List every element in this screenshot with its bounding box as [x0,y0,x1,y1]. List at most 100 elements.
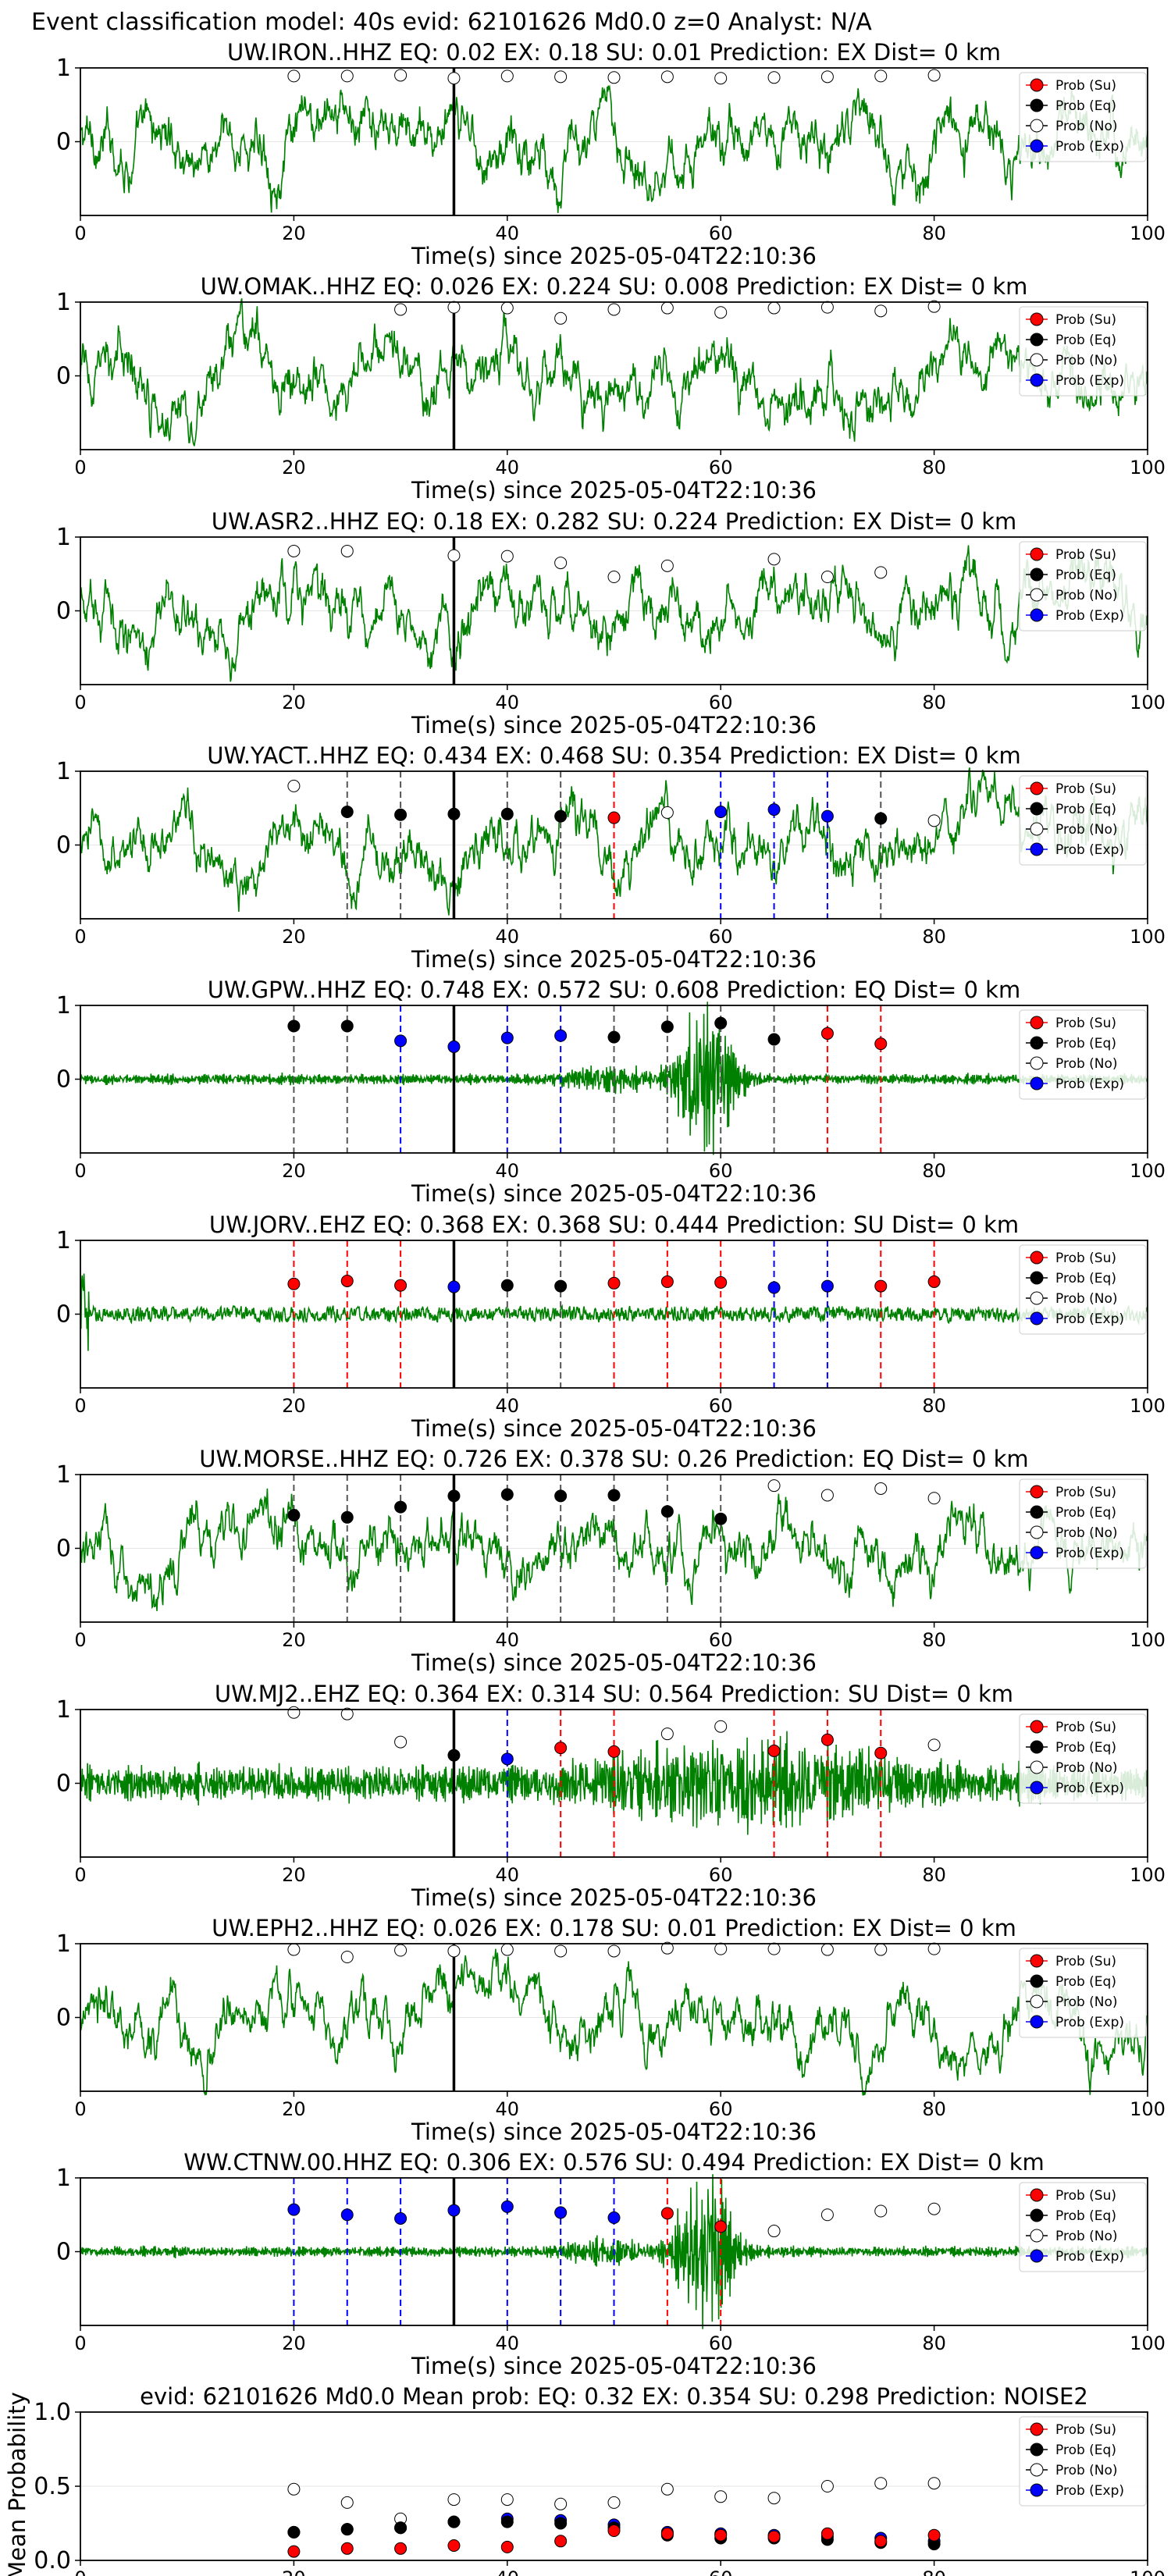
prob-point-no [607,571,621,584]
prob-point-su [820,1026,834,1040]
xtick-label: 60 [709,692,733,713]
prob-point-no [607,303,621,316]
prob-point-exp [287,2203,301,2216]
xtick-label: 0 [74,1864,86,1886]
ytick-label: 0.0 [34,2547,71,2574]
xtick-label: 100 [1130,1629,1166,1651]
legend-marker [1030,568,1044,582]
xtick-label: 40 [496,2098,520,2120]
panel-7: UW.MORSE..HHZ EQ: 0.726 EX: 0.378 SU: 0.… [56,1446,1166,1676]
prob-point-no [927,2202,941,2215]
prob-point-no [820,1943,834,1956]
prob-point-no [767,1479,781,1493]
prob-point-eq [714,1512,728,1525]
legend-box [1019,1713,1147,1804]
waveform-trace [80,2174,1148,2329]
panel-title: evid: 62101626 Md0.0 Mean prob: EQ: 0.32… [140,2383,1088,2410]
xtick-label: 0 [74,692,86,713]
xtick-label: 20 [282,2098,306,2120]
prob-point-su [394,1279,408,1292]
legend-label: Prob (Su) [1055,312,1116,328]
prob-point-no [767,71,781,84]
xtick-label: 0 [74,2098,86,2120]
prob-point-no [927,1492,941,1505]
prob-point-no [447,1944,461,1958]
mean-point-su [607,2524,621,2537]
xtick-label: 60 [709,1160,733,1182]
prob-point-no [340,1707,354,1720]
prob-point-su [340,1274,354,1287]
prob-point-no [660,1727,674,1741]
xtick-label: 60 [709,1864,733,1886]
prob-point-exp [500,1031,514,1044]
prob-point-su [607,1276,621,1290]
prob-point-no [287,69,301,83]
prob-point-eq [607,1030,621,1044]
legend-marker [1030,1505,1044,1519]
legend-marker [1030,353,1044,367]
ytick-label: 0 [56,1301,71,1329]
prob-point-eq [394,808,408,821]
prob-point-no [767,301,781,315]
mean-point-no [287,2482,301,2496]
legend-marker [1030,1720,1044,1734]
xtick-label: 40 [496,2332,520,2354]
legend-label: Prob (Eq) [1055,2443,1116,2458]
prob-point-eq [660,1505,674,1518]
prob-point-no [714,72,728,85]
prob-point-exp [767,1281,781,1294]
prob-point-exp [447,2204,461,2217]
prob-point-no [447,72,461,85]
prob-point-no [394,69,408,82]
prob-point-eq [767,1033,781,1046]
xtick-label: 60 [709,1629,733,1651]
ytick-label: 1 [56,1461,71,1489]
plot-frame [80,67,1148,216]
legend-marker [1030,2188,1044,2202]
panel-title: UW.OMAK..HHZ EQ: 0.026 EX: 0.224 SU: 0.0… [201,273,1028,300]
prob-point-eq [287,1019,301,1033]
prob-point-no [767,1942,781,1955]
panel-title: UW.GPW..HHZ EQ: 0.748 EX: 0.572 SU: 0.60… [208,977,1020,1003]
legend-marker [1030,2249,1044,2263]
mean-point-eq [394,2521,408,2535]
prob-point-eq [500,807,514,820]
panel-5: UW.GPW..HHZ EQ: 0.748 EX: 0.572 SU: 0.60… [56,977,1166,1207]
prob-point-su [607,811,621,824]
legend-label: Prob (Eq) [1055,1271,1116,1286]
prob-point-no [767,553,781,566]
xtick-label: 80 [922,1160,946,1182]
legend-label: Prob (No) [1055,1525,1118,1541]
prob-point-no [767,2225,781,2238]
mean-point-eq [500,2515,514,2528]
prob-point-no [554,557,568,570]
prob-point-no [447,301,461,314]
plot-frame [80,301,1148,450]
prob-point-no [874,304,888,318]
xtick-label: 40 [496,1395,520,1417]
mean-point-no [714,2490,728,2503]
prob-point-eq [714,1016,728,1030]
legend-label: Prob (Eq) [1055,1036,1116,1051]
prob-point-no [394,303,408,316]
prob-point-no [820,70,834,84]
legend-label: Prob (No) [1055,1760,1118,1776]
mean-point-su [287,2545,301,2558]
ytick-label: 0.5 [34,2473,71,2500]
legend-box [1019,2182,1147,2272]
xtick-label: 20 [282,692,306,713]
legend-marker [1030,1994,1044,2008]
xaxis-label: Time(s) since 2025-05-04T22:10:36 [411,1415,817,1442]
legend-marker [1030,2483,1044,2497]
prob-point-no [874,1943,888,1956]
xtick-label: 80 [922,457,946,479]
plot-frame [80,1709,1148,1858]
xaxis-label: Time(s) since 2025-05-04T22:10:36 [411,712,817,738]
legend-label: Prob (Su) [1055,547,1116,563]
prob-point-no [554,1944,568,1958]
prob-point-eq [340,1019,354,1033]
legend-marker [1030,1291,1044,1305]
xtick-label: 80 [922,2098,946,2120]
xtick-label: 100 [1130,222,1166,244]
